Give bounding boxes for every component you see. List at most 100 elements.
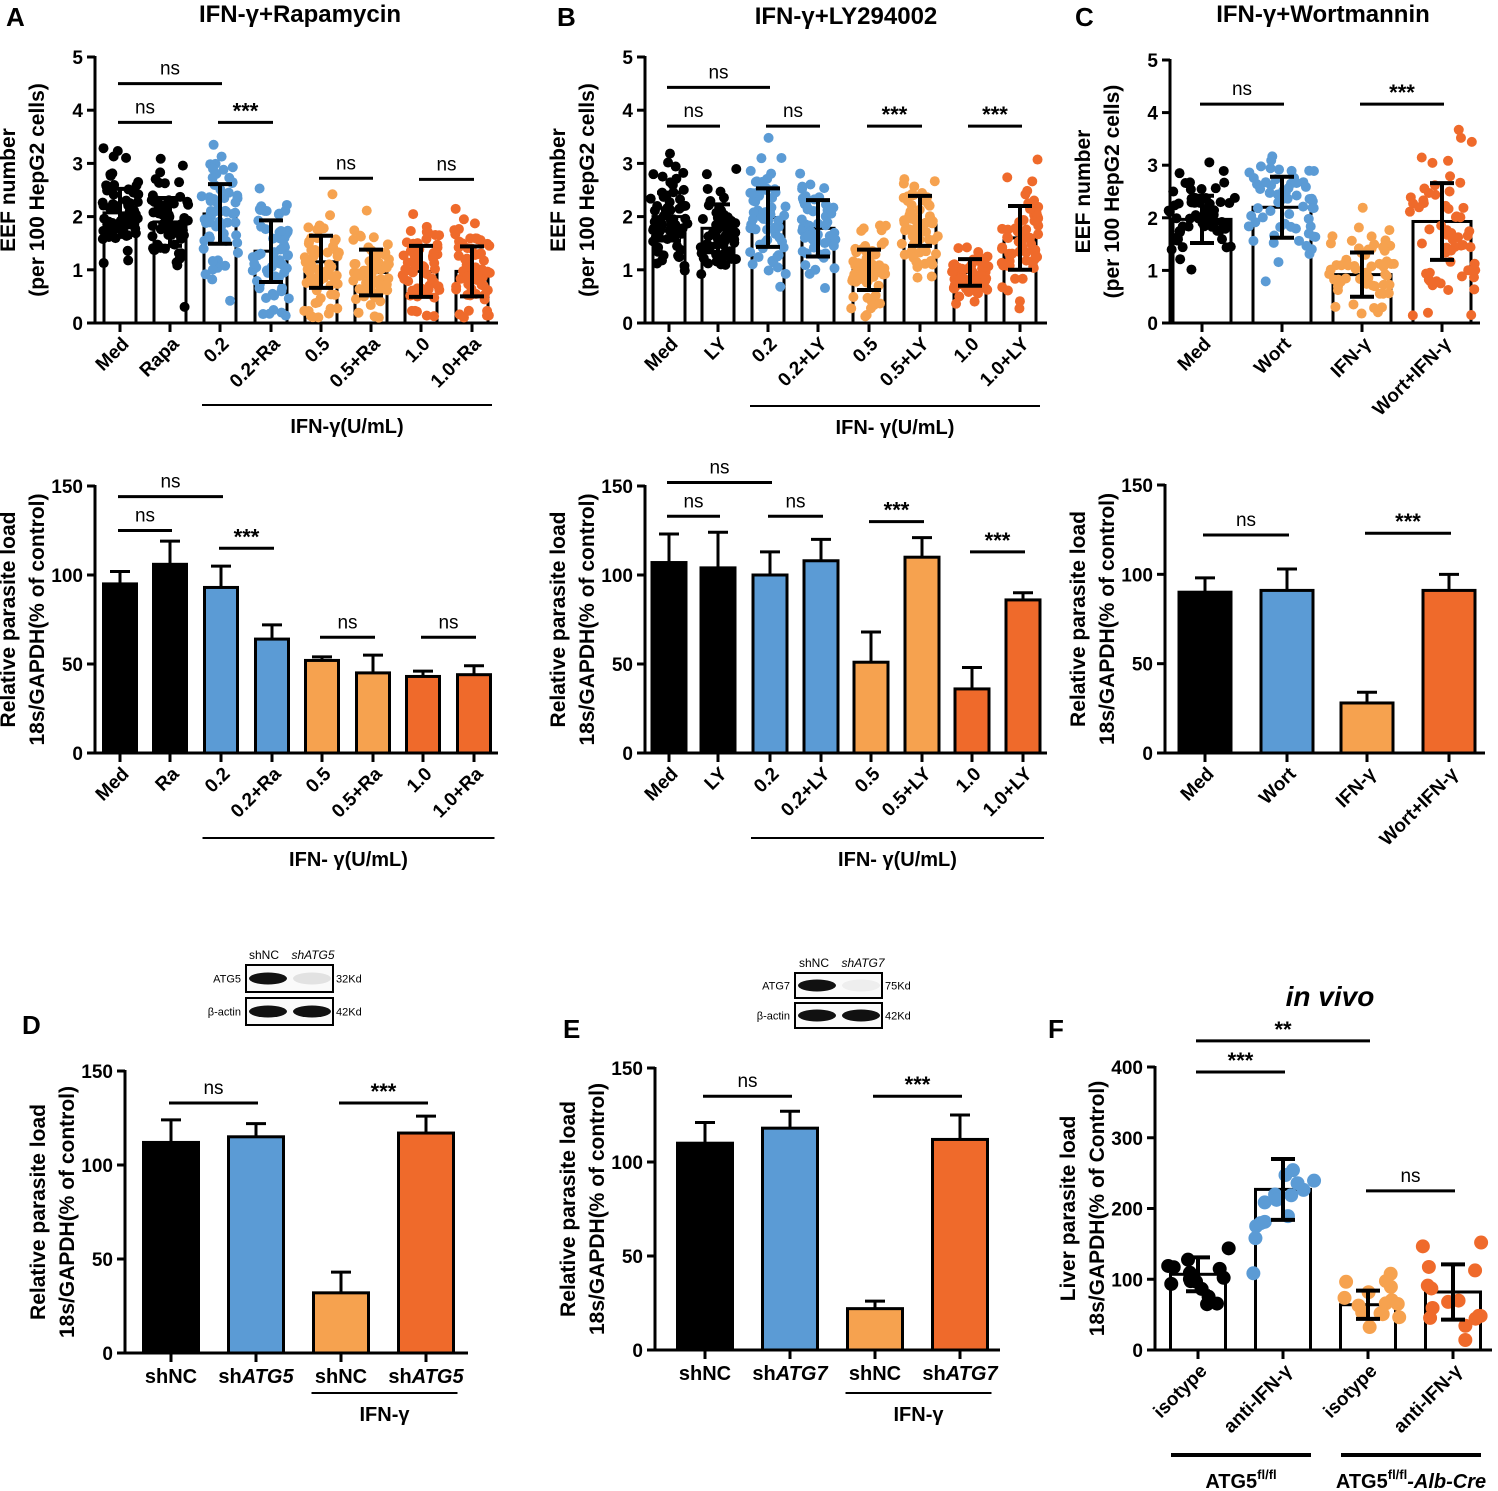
x-tick-label: 0.2 — [200, 334, 234, 368]
data-point — [1304, 248, 1315, 259]
data-point — [232, 237, 243, 248]
data-point — [1294, 235, 1305, 246]
data-point — [1161, 1258, 1176, 1273]
y-tick-label: 200 — [1111, 1200, 1143, 1221]
data-point — [906, 200, 917, 211]
data-point — [1246, 1266, 1261, 1281]
data-point — [795, 168, 806, 179]
data-point — [1221, 242, 1232, 253]
x-tick-label: Ra — [152, 763, 184, 795]
data-point — [407, 267, 418, 278]
data-point — [1027, 176, 1038, 187]
y-axis-label: 18s/GAPDH(% of control) — [56, 1086, 79, 1338]
x-tick-label: isotype — [1320, 1361, 1382, 1423]
data-point — [429, 311, 440, 322]
data-point — [1325, 264, 1336, 275]
data-point — [283, 293, 294, 304]
blot-size-label: 42Kd — [336, 1007, 362, 1019]
data-point — [381, 260, 392, 271]
bar-7 — [1004, 598, 1042, 755]
data-point — [325, 303, 336, 314]
x-tick-label: 1.0 — [952, 764, 986, 798]
data-point — [451, 281, 462, 292]
data-point — [1378, 242, 1389, 253]
data-point — [1383, 1266, 1398, 1281]
data-point — [302, 264, 313, 275]
panel-letter-c: C — [1075, 2, 1094, 32]
x-tick-label: 0.5 — [849, 333, 883, 367]
significance-label: ns — [683, 491, 703, 512]
data-point — [275, 244, 286, 255]
data-point — [678, 184, 689, 195]
data-point — [776, 152, 787, 163]
data-point — [796, 214, 807, 225]
panel-title-b: IFN-γ+LY294002 — [755, 3, 938, 30]
data-point — [909, 181, 920, 192]
x-tick-label: 0.5+LY — [878, 763, 936, 821]
data-point — [1031, 251, 1042, 262]
data-point — [208, 139, 219, 150]
data-point — [1453, 124, 1464, 135]
data-point — [858, 223, 869, 234]
data-point — [1404, 206, 1415, 217]
y-tick-label: 0 — [72, 744, 83, 765]
x-tick-label: 0.5+LY — [876, 333, 934, 391]
data-point — [678, 167, 689, 178]
data-point — [1442, 229, 1453, 240]
blot-column-label: shATG7 — [841, 956, 885, 970]
data-point — [1218, 165, 1229, 176]
group-label: IFN-γ(U/mL) — [290, 416, 403, 438]
group-label-gene: ATG5 — [1205, 1471, 1257, 1491]
data-point — [679, 265, 690, 276]
data-point — [183, 199, 194, 210]
data-point — [1469, 284, 1480, 295]
label-prefix: sh — [752, 1363, 775, 1385]
data-point — [1380, 269, 1391, 280]
data-point — [1248, 235, 1259, 246]
data-point — [1415, 1239, 1430, 1254]
significance-label: *** — [371, 1079, 397, 1104]
data-point — [1184, 213, 1195, 224]
data-point — [1210, 183, 1221, 194]
data-point — [1174, 168, 1185, 179]
data-point — [475, 248, 486, 259]
data-point — [433, 281, 444, 292]
data-point — [769, 222, 780, 233]
data-point — [1455, 177, 1466, 188]
x-tick-label: 0.2 — [201, 764, 235, 798]
y-axis-label: Relative parasite load — [27, 1104, 50, 1320]
data-point — [274, 208, 285, 219]
data-point — [1024, 233, 1035, 244]
data-point — [707, 228, 718, 239]
data-point — [730, 254, 741, 265]
data-point — [176, 218, 187, 229]
group-label-sup: fl/fl — [1257, 1467, 1277, 1482]
blot-band — [798, 1009, 836, 1022]
data-point — [1427, 157, 1438, 168]
data-point — [1378, 288, 1389, 299]
data-point — [458, 214, 469, 225]
chart-a-bottom: 0 50 100 150 Relative parasite load 18s/GAPDH… — [0, 472, 498, 871]
data-point — [1291, 190, 1302, 201]
data-point — [953, 243, 964, 254]
bar-0 — [1177, 590, 1233, 755]
y-axis-label: EEF number — [1072, 130, 1095, 254]
significance-label: ns — [337, 612, 357, 633]
data-point — [399, 273, 410, 284]
y-tick-label: 100 — [601, 566, 633, 587]
data-point — [276, 226, 287, 237]
data-point — [223, 187, 234, 198]
y-axis-label: (per 100 HepG2 cells) — [26, 83, 49, 297]
data-point — [949, 280, 960, 291]
bar-1 — [699, 566, 737, 755]
data-point — [303, 222, 314, 233]
data-point — [1298, 201, 1309, 212]
y-tick-label: 100 — [1111, 1270, 1143, 1291]
data-point — [1366, 231, 1377, 242]
data-point — [1177, 242, 1188, 253]
data-point — [772, 251, 783, 262]
x-tick-label: shNC — [145, 1366, 197, 1388]
data-point — [220, 205, 231, 216]
data-point — [1356, 308, 1367, 319]
